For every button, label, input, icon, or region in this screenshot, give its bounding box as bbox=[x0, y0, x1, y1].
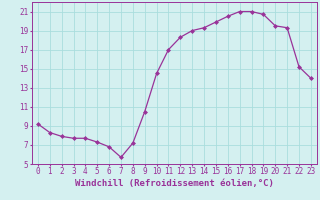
X-axis label: Windchill (Refroidissement éolien,°C): Windchill (Refroidissement éolien,°C) bbox=[75, 179, 274, 188]
